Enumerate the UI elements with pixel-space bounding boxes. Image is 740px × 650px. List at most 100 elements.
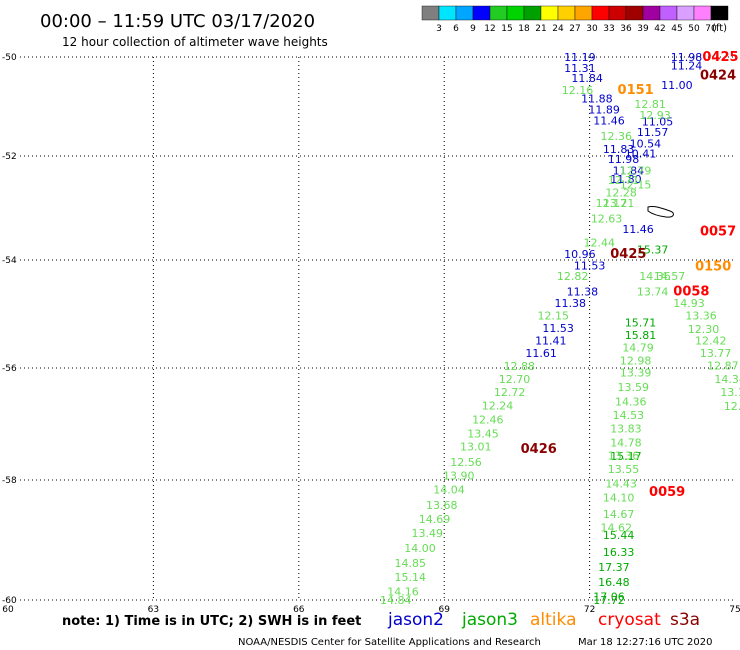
y-tick-label: -56 <box>2 364 17 374</box>
other-data-label: 12.79 <box>620 165 652 178</box>
other-data-label: 12.42 <box>695 334 727 347</box>
jason2-data-label: 11.53 <box>574 259 606 272</box>
jason2-data-label: 11.46 <box>593 114 625 127</box>
colorbar-tick-label: 6 <box>453 24 459 34</box>
other-data-label: 12.46 <box>472 414 504 427</box>
footer-note: note: 1) Time is in UTC; 2) SWH is in fe… <box>62 614 361 629</box>
jason2-data-label: 11.31 <box>564 62 596 75</box>
altika-data-label: 0150 <box>695 259 731 274</box>
s3a-data-label: 0426 <box>521 442 557 457</box>
colorbar-tick-label: 45 <box>671 24 682 34</box>
jason3-data-label: 17.06 <box>593 590 625 603</box>
colorbar-tick-label: 39 <box>637 24 649 34</box>
y-tick-label: -52 <box>2 152 17 162</box>
cryosat-data-label: 0059 <box>649 485 685 500</box>
colorbar-swatch <box>574 5 593 21</box>
other-data-label: 12.72 <box>494 386 526 399</box>
colorbar-tick-label: 18 <box>518 24 530 34</box>
other-data-label: 14.00 <box>404 542 436 555</box>
jason2-data-label: 11.89 <box>588 103 620 116</box>
other-data-label: 15.14 <box>395 571 427 584</box>
other-data-label: 14.43 <box>605 478 637 491</box>
other-data-label: 13.1 <box>720 386 740 399</box>
other-data-label: 12.15 <box>620 179 652 192</box>
legend-item: altika <box>530 610 577 630</box>
chart-subtitle: 12 hour collection of altimeter wave hei… <box>62 35 328 49</box>
other-data-label: 12.16 <box>562 84 594 97</box>
other-data-label: 14.53 <box>613 409 645 422</box>
footer-credit: NOAA/NESDIS Center for Satellite Applica… <box>238 637 541 648</box>
other-data-label: 13.39 <box>620 366 652 379</box>
jason2-data-label: 11.98 <box>608 153 640 166</box>
island-outline <box>647 206 674 218</box>
jason2-data-label: 11.53 <box>542 322 574 335</box>
other-data-label: 12.44 <box>584 236 616 249</box>
colorbar-swatch <box>472 5 491 21</box>
other-data-label: 14.67 <box>603 508 635 521</box>
cryosat-data-label: 0058 <box>673 284 709 299</box>
other-data-label: 13.68 <box>426 499 458 512</box>
other-data-label: 14.57 <box>654 270 686 283</box>
legend-item: s3a <box>670 610 700 630</box>
colorbar-swatch <box>540 5 559 21</box>
legend-item: jason2 <box>387 610 444 630</box>
s3a-data-label: 0425 <box>610 247 646 262</box>
jason3-data-label: 17.37 <box>598 561 630 574</box>
other-data-label: 13.49 <box>411 527 443 540</box>
cryosat-data-label: 0425 <box>702 50 738 65</box>
x-tick-label: 63 <box>148 605 159 615</box>
other-data-label: 12.81 <box>634 98 666 111</box>
colorbar-swatch <box>642 5 661 21</box>
y-tick-label: -60 <box>2 596 17 606</box>
colorbar-tick-label: 9 <box>470 24 476 34</box>
other-data-label: 12.17 <box>596 197 628 210</box>
other-data-label: 14.93 <box>673 297 705 310</box>
other-data-label: 12.15 <box>538 310 570 323</box>
colorbar-tick-label: 3 <box>436 24 442 34</box>
colorbar-swatch <box>557 5 576 21</box>
other-data-label: 12.87 <box>707 359 739 372</box>
axis-labels: 60 63 66 69 72 75 -50 -52 -54 -56 -58 -60 <box>2 53 740 615</box>
other-data-label: 13.74 <box>637 285 669 298</box>
colorbar-swatch <box>489 5 508 21</box>
jason3-data-label: 15.44 <box>603 529 635 542</box>
other-data-label: 14.69 <box>419 513 451 526</box>
jason2-data-label: 11.00 <box>661 79 693 92</box>
x-tick-label: 75 <box>729 605 740 615</box>
colorbar-swatch <box>438 5 457 21</box>
y-tick-label: -50 <box>2 53 17 63</box>
other-data-label: 14.79 <box>622 341 654 354</box>
other-data-label: 12.63 <box>591 212 623 225</box>
jason2-data-label: 11.57 <box>637 126 669 139</box>
cryosat-data-label: 0057 <box>700 224 736 239</box>
jason2-data-label: 10.41 <box>625 148 657 161</box>
jason3-data-label: 16.33 <box>603 546 635 559</box>
jason3-data-label: 15.17 <box>610 450 642 463</box>
jason2-data-label: 11.24 <box>671 59 703 72</box>
jason2-data-label: 10.96 <box>564 248 596 261</box>
other-data-label: 14.36 <box>615 396 647 409</box>
y-tick-label: -58 <box>2 476 17 486</box>
colorbar-swatch <box>455 5 474 21</box>
other-data-label: 13.83 <box>610 422 642 435</box>
jason2-data-label: 11.84 <box>571 72 603 85</box>
other-data-label: 14.10 <box>603 491 635 504</box>
legend: jason2 jason3 altika cryosat s3a <box>387 610 700 630</box>
jason3-data-label: 16.48 <box>598 576 630 589</box>
jason2-data-label: 11.38 <box>554 297 586 310</box>
colorbar-swatch <box>676 5 695 21</box>
colorbar-swatch <box>710 5 729 21</box>
jason3-data-label: 17.72 <box>593 594 625 607</box>
colorbar-swatch <box>608 5 627 21</box>
colorbar-tick-label: 36 <box>620 24 632 34</box>
other-data-label: 12.71 <box>608 174 640 187</box>
altika-data-label: 0151 <box>618 83 654 98</box>
colorbar-tick-label: 30 <box>586 24 598 34</box>
other-data-label: 12.30 <box>688 323 720 336</box>
jason2-data-label: 11.61 <box>525 347 557 360</box>
other-data-label: 12.36 <box>601 130 633 143</box>
colorbar-unit: (ft) <box>712 23 727 34</box>
other-data-label: 13.01 <box>460 440 492 453</box>
other-data-label: 12.82 <box>557 270 589 283</box>
